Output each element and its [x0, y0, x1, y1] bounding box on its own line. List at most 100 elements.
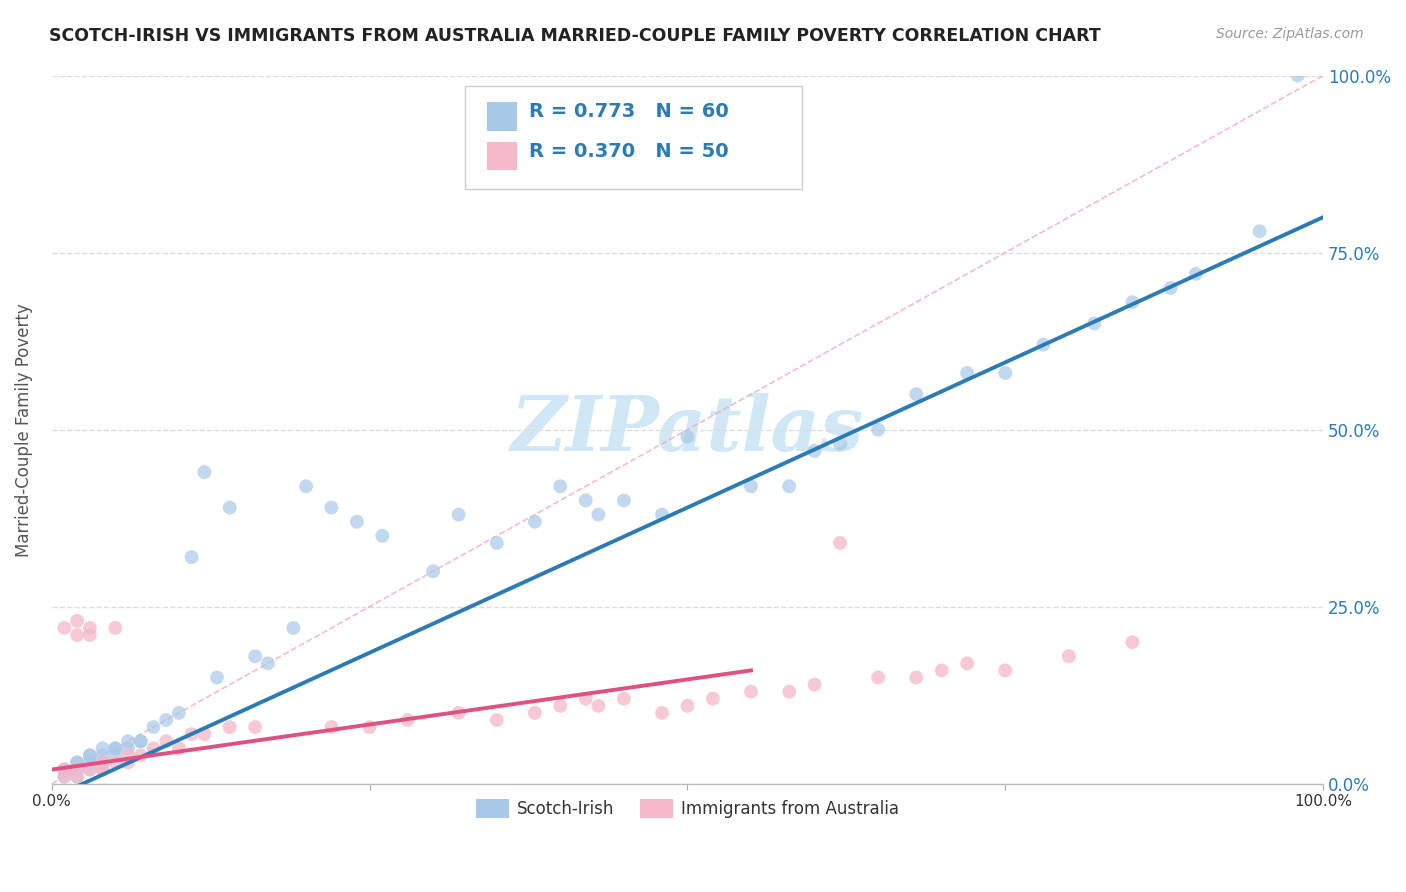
Scotch-Irish [142, 720, 165, 734]
Scotch-Irish [91, 756, 114, 770]
Immigrants from Australia [550, 698, 572, 713]
Scotch-Irish [994, 366, 1017, 380]
Immigrants from Australia [523, 706, 546, 720]
Immigrants from Australia [142, 741, 165, 756]
Scotch-Irish [956, 366, 979, 380]
Scotch-Irish [447, 508, 470, 522]
Immigrants from Australia [79, 621, 101, 635]
Scotch-Irish [803, 443, 825, 458]
Scotch-Irish [155, 713, 177, 727]
Scotch-Irish [79, 748, 101, 763]
Scotch-Irish [66, 756, 89, 770]
Immigrants from Australia [91, 763, 114, 777]
Scotch-Irish [1083, 317, 1105, 331]
Scotch-Irish [295, 479, 318, 493]
Immigrants from Australia [66, 614, 89, 628]
Scotch-Irish [53, 770, 76, 784]
Scotch-Irish [651, 508, 673, 522]
Scotch-Irish [117, 741, 139, 756]
Scotch-Irish [79, 748, 101, 763]
Immigrants from Australia [588, 698, 610, 713]
Scotch-Irish [104, 748, 127, 763]
Scotch-Irish [79, 756, 101, 770]
Immigrants from Australia [117, 756, 139, 770]
Immigrants from Australia [676, 698, 699, 713]
Scotch-Irish [91, 741, 114, 756]
FancyBboxPatch shape [465, 87, 801, 189]
Immigrants from Australia [931, 664, 953, 678]
FancyBboxPatch shape [486, 142, 517, 170]
Scotch-Irish [180, 550, 202, 565]
Scotch-Irish [550, 479, 572, 493]
Scotch-Irish [905, 387, 928, 401]
Scotch-Irish [485, 536, 508, 550]
Immigrants from Australia [321, 720, 343, 734]
Immigrants from Australia [104, 756, 127, 770]
Immigrants from Australia [79, 763, 101, 777]
Scotch-Irish [243, 649, 266, 664]
Immigrants from Australia [868, 671, 890, 685]
Scotch-Irish [422, 564, 444, 578]
FancyBboxPatch shape [486, 103, 517, 131]
Immigrants from Australia [359, 720, 381, 734]
Immigrants from Australia [447, 706, 470, 720]
Scotch-Irish [1121, 295, 1143, 310]
Immigrants from Australia [803, 677, 825, 691]
Y-axis label: Married-Couple Family Poverty: Married-Couple Family Poverty [15, 302, 32, 557]
Scotch-Irish [868, 423, 890, 437]
Immigrants from Australia [66, 763, 89, 777]
Scotch-Irish [79, 763, 101, 777]
Scotch-Irish [1032, 337, 1054, 351]
Immigrants from Australia [66, 770, 89, 784]
Immigrants from Australia [575, 691, 598, 706]
Immigrants from Australia [66, 628, 89, 642]
Scotch-Irish [346, 515, 368, 529]
Immigrants from Australia [778, 684, 800, 698]
Immigrants from Australia [53, 763, 76, 777]
Immigrants from Australia [613, 691, 636, 706]
Scotch-Irish [104, 741, 127, 756]
Scotch-Irish [283, 621, 305, 635]
Scotch-Irish [66, 763, 89, 777]
Scotch-Irish [1160, 281, 1182, 295]
Immigrants from Australia [53, 770, 76, 784]
Scotch-Irish [66, 756, 89, 770]
Immigrants from Australia [155, 734, 177, 748]
Immigrants from Australia [396, 713, 419, 727]
Scotch-Irish [257, 657, 280, 671]
Immigrants from Australia [180, 727, 202, 741]
Scotch-Irish [104, 741, 127, 756]
Scotch-Irish [53, 763, 76, 777]
Immigrants from Australia [1121, 635, 1143, 649]
Legend: Scotch-Irish, Immigrants from Australia: Scotch-Irish, Immigrants from Australia [470, 792, 905, 825]
Immigrants from Australia [994, 664, 1017, 678]
Immigrants from Australia [485, 713, 508, 727]
Scotch-Irish [66, 770, 89, 784]
Immigrants from Australia [828, 536, 851, 550]
Scotch-Irish [1286, 69, 1309, 83]
Immigrants from Australia [740, 684, 762, 698]
Immigrants from Australia [702, 691, 724, 706]
Text: Source: ZipAtlas.com: Source: ZipAtlas.com [1216, 27, 1364, 41]
Scotch-Irish [740, 479, 762, 493]
Immigrants from Australia [956, 657, 979, 671]
Scotch-Irish [828, 437, 851, 451]
Scotch-Irish [321, 500, 343, 515]
Scotch-Irish [167, 706, 190, 720]
Scotch-Irish [129, 734, 152, 748]
Immigrants from Australia [104, 621, 127, 635]
Immigrants from Australia [53, 621, 76, 635]
Scotch-Irish [575, 493, 598, 508]
Scotch-Irish [1185, 267, 1208, 281]
Text: R = 0.370   N = 50: R = 0.370 N = 50 [529, 142, 728, 161]
Scotch-Irish [193, 465, 215, 479]
Text: ZIPatlas: ZIPatlas [510, 392, 865, 467]
Scotch-Irish [53, 763, 76, 777]
Scotch-Irish [218, 500, 240, 515]
Immigrants from Australia [91, 756, 114, 770]
Immigrants from Australia [193, 727, 215, 741]
Scotch-Irish [371, 529, 394, 543]
Immigrants from Australia [905, 671, 928, 685]
Immigrants from Australia [167, 741, 190, 756]
Scotch-Irish [205, 671, 228, 685]
